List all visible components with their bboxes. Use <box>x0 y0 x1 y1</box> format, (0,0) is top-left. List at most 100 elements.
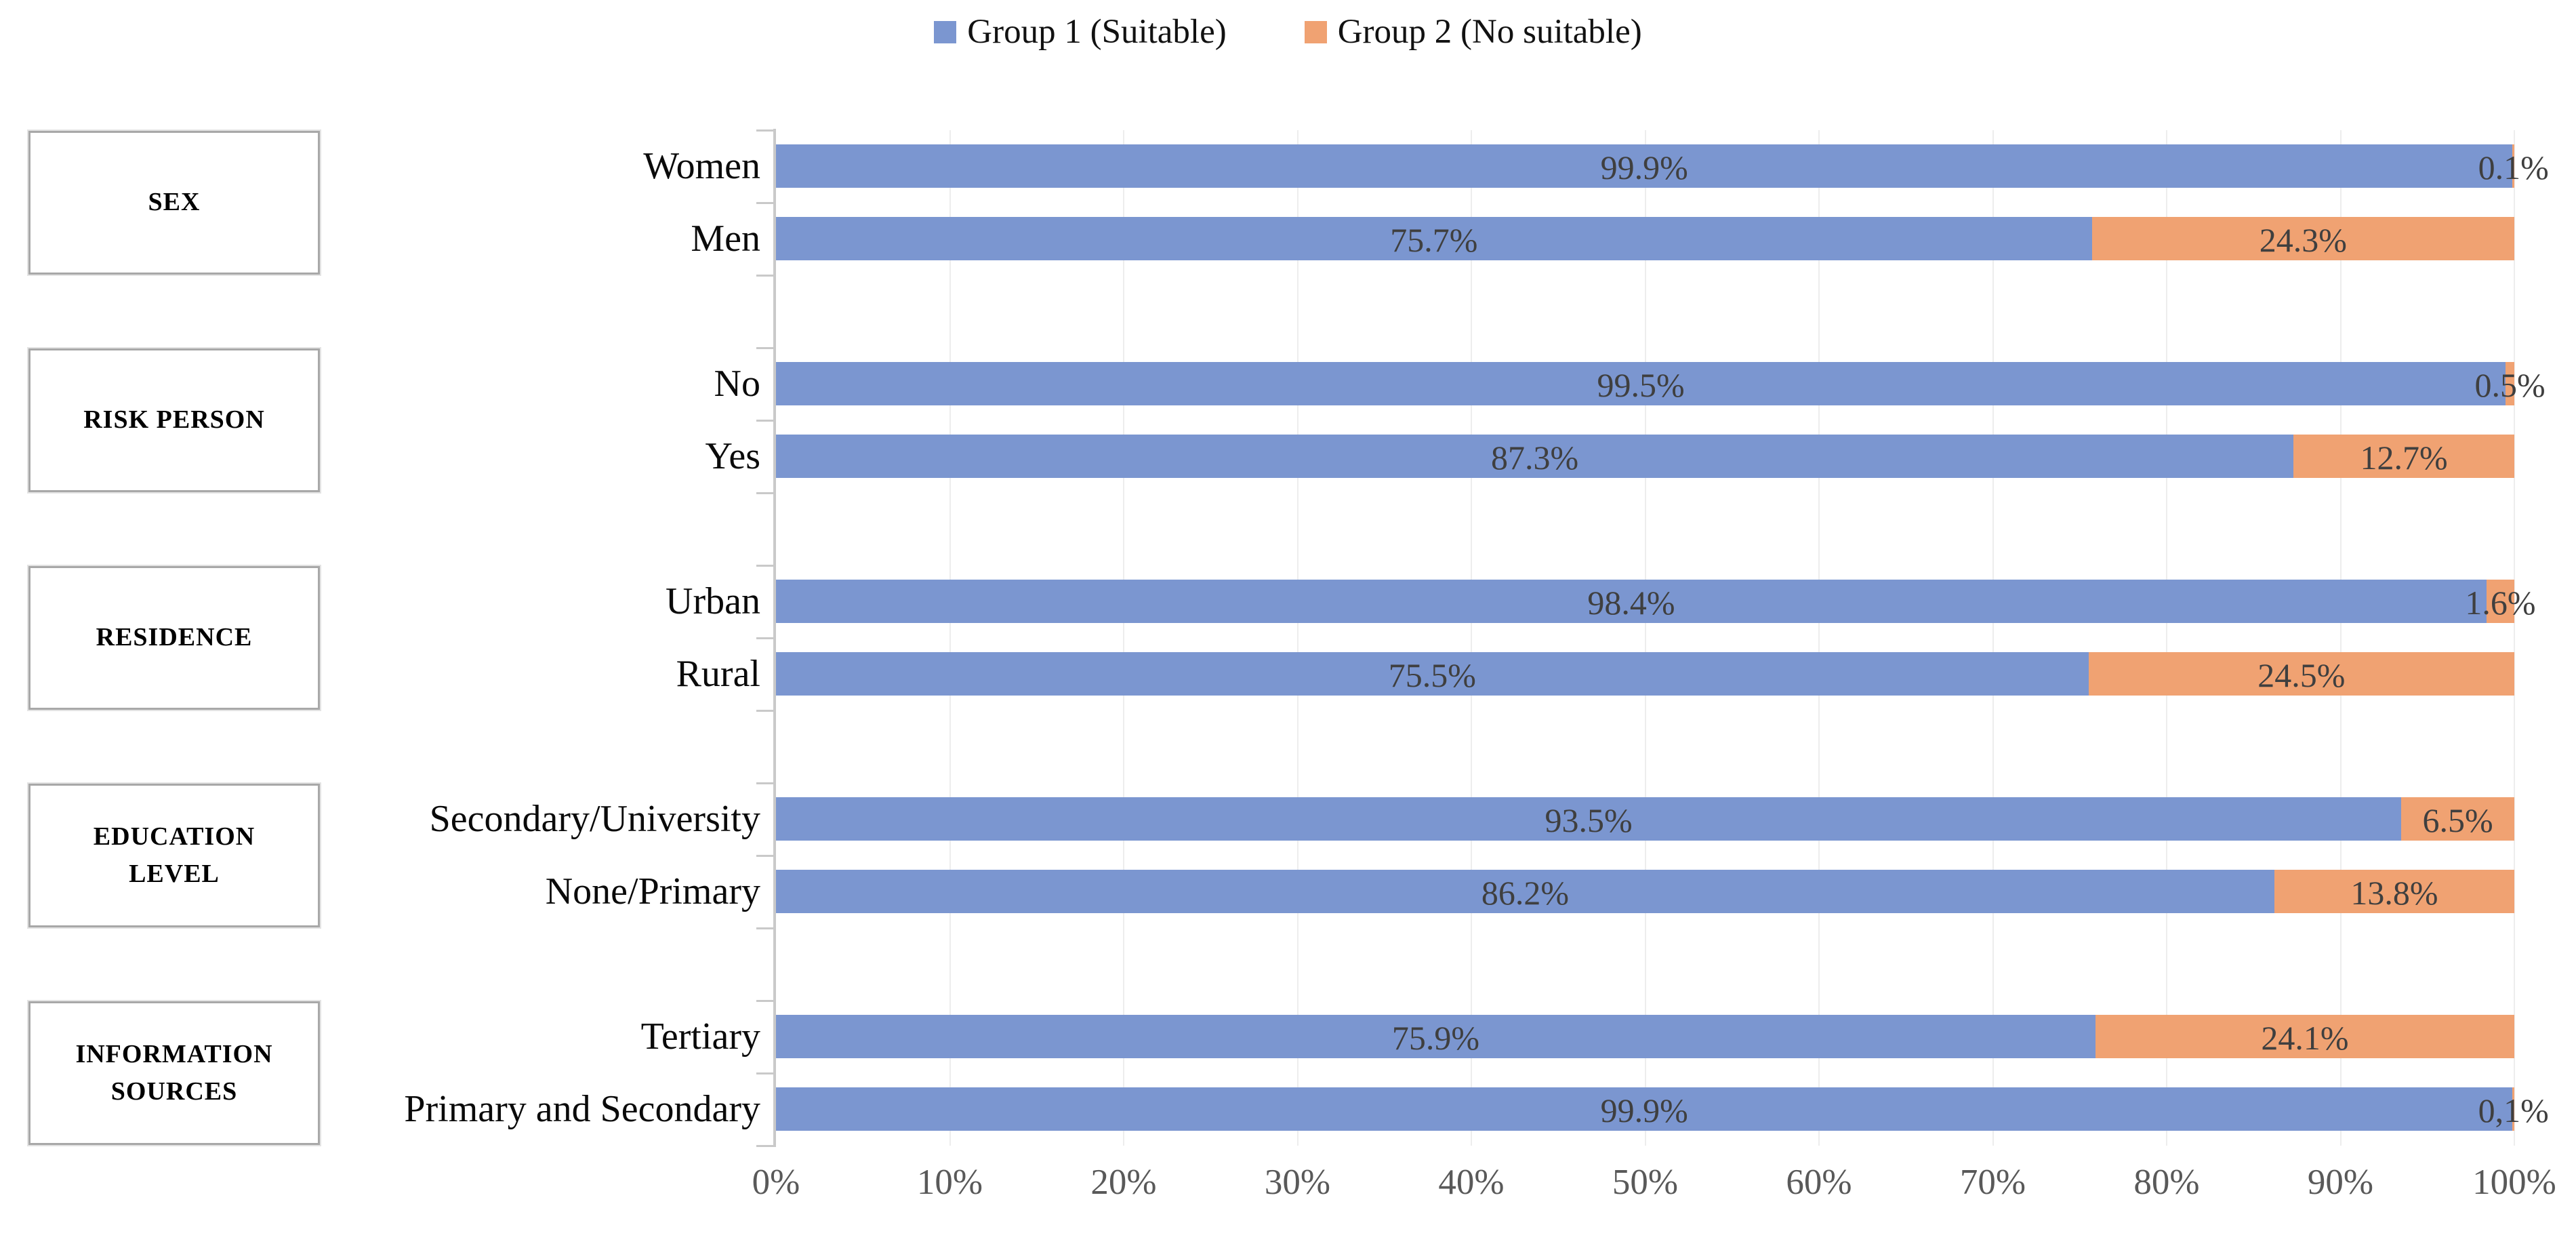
data-label-group2: 24.5% <box>2257 656 2346 694</box>
bar-segment-group1 <box>776 144 2513 188</box>
x-axis-tick-label: 70% <box>1959 1163 2026 1202</box>
category-group-label: RISK PERSON <box>83 405 265 435</box>
data-label-group2: 0,1% <box>2478 1091 2549 1129</box>
x-axis-tick-label: 30% <box>1264 1163 1331 1202</box>
bar-segment-group1 <box>776 1087 2513 1131</box>
axis-tick <box>756 855 774 857</box>
data-label-group1: 99.9% <box>1600 1091 1688 1129</box>
data-label-group2: 1.6% <box>2465 584 2536 622</box>
legend-label-group2: Group 2 (No suitable) <box>1337 13 1642 51</box>
category-group-box: EDUCATION LEVEL <box>28 784 320 927</box>
axis-tick <box>756 782 774 784</box>
axis-tick <box>756 129 774 132</box>
legend-label-group1: Group 1 (Suitable) <box>967 13 1227 51</box>
bar-segment-group1 <box>776 362 2506 405</box>
data-label-group2: 13.8% <box>2350 874 2438 912</box>
category-group-label: EDUCATION LEVEL <box>93 822 255 888</box>
bar-segment-group1 <box>776 870 2275 913</box>
gridline <box>2166 130 2167 1146</box>
legend: Group 1 (Suitable) Group 2 (No suitable) <box>0 12 2576 52</box>
gridline <box>1123 130 1124 1146</box>
gridline <box>1992 130 1994 1146</box>
gridline <box>949 130 951 1146</box>
data-label-group2: 24.1% <box>2261 1019 2349 1057</box>
data-label-group1: 75.5% <box>1388 656 1476 694</box>
row-category-label: No <box>714 363 760 405</box>
bar-segment-group2 <box>2401 797 2514 841</box>
bar-segment-group2 <box>2274 870 2514 913</box>
axis-tick <box>756 1000 774 1002</box>
axis-tick <box>756 637 774 639</box>
bar-segment-group2 <box>2095 1015 2514 1058</box>
x-axis-tick-label: 100% <box>2472 1163 2556 1202</box>
data-label-group2: 0.5% <box>2474 366 2546 404</box>
row-category-label: Primary and Secondary <box>404 1088 760 1130</box>
data-label-group1: 99.9% <box>1600 148 1688 186</box>
data-label-group1: 75.9% <box>1391 1019 1479 1057</box>
legend-swatch-group1-icon <box>934 20 957 43</box>
bar-segment-group1 <box>776 1015 2095 1058</box>
bar-segment-group2 <box>2088 652 2514 696</box>
data-label-group1: 93.5% <box>1545 801 1633 839</box>
data-label-group1: 75.7% <box>1390 221 1478 259</box>
axis-tick <box>756 1145 774 1147</box>
row-category-label: Yes <box>705 435 760 477</box>
category-group-box: RISK PERSON <box>28 348 320 492</box>
legend-item-group1: Group 1 (Suitable) <box>934 12 1227 52</box>
axis-tick <box>756 492 774 494</box>
category-group-box: INFORMATION SOURCES <box>28 1001 320 1145</box>
axis-tick <box>756 565 774 567</box>
bar-segment-group2 <box>2512 144 2514 188</box>
category-group-label: SEX <box>148 188 201 217</box>
legend-item-group2: Group 2 (No suitable) <box>1304 12 1642 52</box>
row-category-label: Secondary/University <box>429 798 760 840</box>
gridline <box>1644 130 1646 1146</box>
x-axis-tick-label: 60% <box>1786 1163 1852 1202</box>
axis-tick <box>756 347 774 349</box>
bar-segment-group1 <box>776 652 2089 696</box>
row-category-label: Urban <box>666 580 760 622</box>
category-group-box: SEX <box>28 131 320 275</box>
axis-tick <box>756 202 774 204</box>
axis-tick <box>756 275 774 277</box>
bar-segment-group1 <box>776 217 2092 260</box>
data-label-group2: 24.3% <box>2259 221 2347 259</box>
row-category-label: None/Primary <box>545 870 760 912</box>
row-category-label: Rural <box>676 653 760 695</box>
bar-segment-group2 <box>2091 217 2514 260</box>
data-label-group2: 12.7% <box>2360 439 2448 477</box>
axis-tick <box>756 1072 774 1074</box>
row-category-label: Men <box>691 218 760 260</box>
x-axis-tick-label: 40% <box>1438 1163 1505 1202</box>
category-group-label: INFORMATION SOURCES <box>75 1039 273 1106</box>
gridline <box>1818 130 1820 1146</box>
x-axis-tick-label: 10% <box>916 1163 983 1202</box>
bar-segment-group1 <box>776 580 2487 623</box>
gridline <box>1471 130 1472 1146</box>
bar-segment-group1 <box>776 797 2402 841</box>
data-label-group2: 0.1% <box>2478 148 2549 186</box>
category-group-box: RESIDENCE <box>28 566 320 710</box>
axis-tick <box>756 710 774 712</box>
x-axis-tick-label: 80% <box>2133 1163 2200 1202</box>
bar-segment-group2 <box>2486 580 2514 623</box>
x-axis-tick-label: 20% <box>1090 1163 1157 1202</box>
category-group-label: RESIDENCE <box>96 623 253 652</box>
data-label-group2: 6.5% <box>2422 801 2493 839</box>
data-label-group1: 86.2% <box>1481 874 1570 912</box>
bar-segment-group2 <box>2512 1087 2514 1131</box>
bar-segment-group1 <box>776 435 2294 478</box>
row-category-label: Women <box>643 145 760 187</box>
y-axis-line <box>773 129 776 1147</box>
x-axis-tick-label: 50% <box>1612 1163 1679 1202</box>
legend-swatch-group2-icon <box>1304 20 1327 43</box>
x-axis-tick-label: 90% <box>2307 1163 2374 1202</box>
row-category-label: Tertiary <box>640 1016 760 1058</box>
axis-tick <box>756 927 774 929</box>
gridline <box>2339 130 2342 1146</box>
data-label-group1: 87.3% <box>1491 439 1579 477</box>
gridline <box>2514 130 2515 1146</box>
bar-segment-group2 <box>2506 362 2514 405</box>
x-axis-tick-label: 0% <box>752 1163 800 1202</box>
